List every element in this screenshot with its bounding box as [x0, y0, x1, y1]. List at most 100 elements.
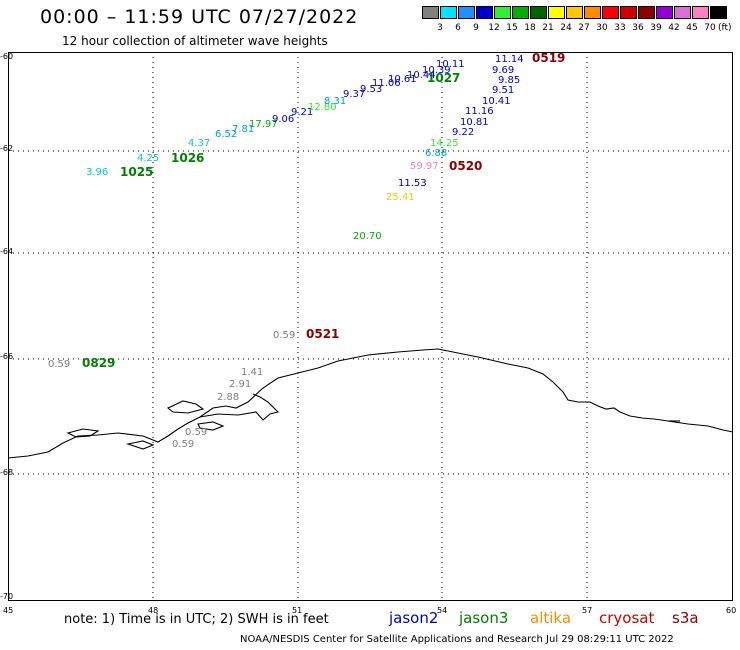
latitude-tick-label: -60 [0, 52, 14, 61]
pass-time-label: 1025 [120, 165, 153, 179]
wave-height-label: 0.59 [48, 359, 70, 370]
longitude-tick-label: 54 [437, 606, 448, 615]
satellite-key-cryosat: cryosat [599, 609, 655, 627]
coastline [8, 348, 733, 459]
credit-line: NOAA/NESDIS Center for Satellite Applica… [240, 634, 674, 645]
wave-height-label: 10.41 [482, 96, 511, 107]
longitude-tick-label: 60 [726, 606, 737, 615]
legend-swatch [476, 6, 493, 19]
satellite-key-s3a: s3a [672, 609, 699, 627]
longitude-tick-label: 57 [582, 606, 593, 615]
wave-height-label: 7.81 [232, 124, 254, 135]
pass-time-label: 0520 [449, 159, 482, 173]
latitude-gridlines [8, 150, 733, 475]
legend-swatch [566, 6, 583, 19]
wave-height-label: 9.21 [291, 107, 313, 118]
longitude-tick-label: 48 [148, 606, 159, 615]
legend-swatch [656, 6, 673, 19]
wave-height-label: 2.91 [229, 379, 251, 390]
legend-swatch [710, 6, 727, 19]
wave-height-label: 10.44 [407, 70, 436, 81]
pass-time-label: 1027 [427, 71, 460, 85]
legend-label: 21 [542, 23, 554, 33]
wave-height-label: 10.11 [436, 59, 465, 70]
wave-height-label: 9.85 [498, 75, 520, 86]
wave-height-label: 9.53 [360, 84, 382, 95]
pass-time-label: 1026 [171, 151, 204, 165]
wave-height-label: 11.14 [495, 54, 524, 65]
pass-time-label: 0829 [82, 356, 115, 370]
wave-height-label: 0.59 [273, 330, 295, 341]
legend-swatch [620, 6, 637, 19]
wave-height-label: 9.22 [452, 127, 474, 138]
wave-height-label: 10.81 [460, 117, 489, 128]
wave-height-label: 1.41 [241, 367, 263, 378]
legend-label: 39 [650, 23, 662, 33]
wave-height-label: 4.25 [137, 153, 159, 164]
wave-height-label: 9.69 [492, 65, 514, 76]
legend-swatch [458, 6, 475, 19]
legend-label: 6 [455, 23, 461, 33]
map-frame [8, 52, 733, 601]
wave-height-label: 9.37 [343, 89, 365, 100]
wave-height-label: 17.97 [249, 119, 278, 130]
legend-swatch [692, 6, 709, 19]
latitude-tick-label: -70 [0, 592, 14, 601]
legend-label: 18 [524, 23, 536, 33]
legend-label: 42 [668, 23, 680, 33]
legend-label: 33 [614, 23, 626, 33]
wave-height-label: 3.96 [86, 167, 108, 178]
legend-label: 45 [686, 23, 698, 33]
wave-height-label: 20.70 [353, 231, 382, 242]
wave-height-label: 14.25 [430, 138, 459, 149]
wave-height-label: 8.31 [324, 96, 346, 107]
latitude-tick-label: -62 [0, 144, 14, 153]
wave-height-label: 11.06 [372, 78, 401, 89]
wave-height-label: 9.51 [492, 85, 514, 96]
legend-label: 3 [437, 23, 443, 33]
wave-height-label: 9.06 [272, 114, 294, 125]
satellite-key-jason3: jason3 [459, 609, 509, 627]
map-title: 00:00 – 11:59 UTC 07/27/2022 [40, 6, 359, 28]
legend-swatch [494, 6, 511, 19]
legend-label: 9 [473, 23, 479, 33]
wave-height-label: 6.52 [215, 129, 237, 140]
legend-label: 27 [578, 23, 590, 33]
legend-label: 12 [488, 23, 500, 33]
footer-note: note: 1) Time is in UTC; 2) SWH is in fe… [64, 612, 329, 627]
satellite-key-altika: altika [530, 609, 572, 627]
pass-time-label: 0519 [532, 52, 565, 65]
wave-height-label: 11.53 [398, 178, 427, 189]
wave-height-label: 11.16 [465, 106, 494, 117]
wave-height-label: 10.61 [388, 74, 417, 85]
legend-label: 24 [560, 23, 572, 33]
wave-height-label: 6.88 [425, 148, 447, 159]
legend-swatch [512, 6, 529, 19]
legend-label: 30 [596, 23, 608, 33]
latitude-tick-label: -68 [0, 468, 14, 477]
legend-label: 36 [632, 23, 644, 33]
legend-swatch [602, 6, 619, 19]
map-subtitle: 12 hour collection of altimeter wave hei… [62, 34, 328, 48]
satellite-key-jason2: jason2 [389, 609, 439, 627]
legend-label: 70 [704, 23, 716, 33]
wave-height-label: 2.88 [217, 392, 239, 403]
wave-height-label: 0.59 [172, 439, 194, 450]
wave-height-label: 25.41 [386, 192, 415, 203]
legend-swatch [638, 6, 655, 19]
wave-height-label: 4.37 [188, 138, 210, 149]
wave-height-label: 10.39 [422, 65, 451, 76]
legend-swatch [530, 6, 547, 19]
legend-unit: (ft) [718, 23, 732, 33]
wave-height-label: 59.97 [410, 161, 439, 172]
legend-swatch [422, 6, 439, 19]
longitude-tick-label: 51 [292, 606, 303, 615]
map-plot-area: 3.96 4.25 4.37 6.527.8117.979.069.2112.808.… [8, 52, 733, 601]
latitude-tick-label: -64 [0, 247, 14, 256]
legend-swatch [584, 6, 601, 19]
wave-height-label: 12.80 [308, 102, 337, 113]
legend-label: 15 [506, 23, 518, 33]
longitude-tick-label: 45 [3, 606, 14, 615]
pass-time-label: 0521 [306, 327, 339, 341]
observation-labels: 3.96 4.25 4.37 6.527.8117.979.069.2112.808.… [48, 52, 565, 450]
